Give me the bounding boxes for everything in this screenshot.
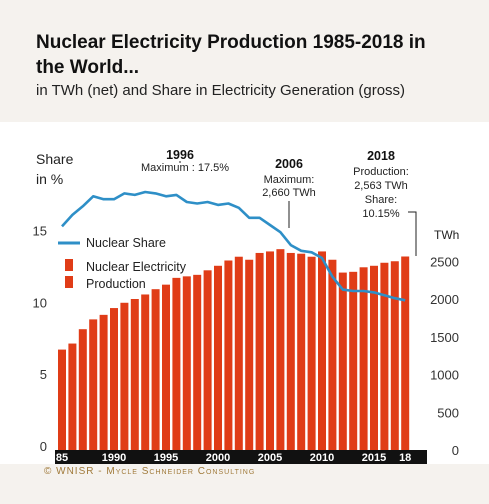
production-bar-1989	[99, 314, 108, 450]
production-bar-1988	[89, 319, 98, 450]
production-bar-1993	[141, 294, 150, 450]
x-axis-band	[55, 450, 427, 464]
x-tick-label-1995: 1995	[154, 452, 178, 464]
annotation-2018-line4: 10.15%	[362, 208, 400, 220]
production-bar-2002	[234, 256, 243, 450]
production-bar-1995	[162, 284, 170, 450]
x-tick-label-1990: 1990	[102, 452, 126, 464]
production-bar-2011	[328, 259, 337, 450]
production-bar-2001	[224, 260, 233, 450]
y-right-axis-label: TWh	[434, 228, 459, 242]
y-right-tick-1500: 1500	[430, 330, 459, 345]
x-tick-label-18: 18	[399, 452, 411, 464]
y-right-tick-2000: 2000	[430, 292, 459, 307]
production-bar-1999	[203, 270, 212, 450]
production-bar-2004	[255, 252, 264, 450]
production-bar-2016	[380, 262, 389, 450]
production-bar-2003	[245, 259, 254, 450]
y-right-tick-1000: 1000	[430, 368, 459, 383]
annotation-2018-line1: Production:	[353, 166, 409, 178]
chart-subtitle: in TWh (net) and Share in Electricity Ge…	[36, 82, 406, 99]
production-bar-2017	[390, 261, 399, 450]
y-right-tick-0: 0	[452, 443, 459, 458]
y-left-tick-0: 0	[40, 439, 47, 454]
y-right-tick-2500: 2500	[430, 254, 459, 269]
production-bar-1992	[130, 299, 139, 450]
production-bar-1998	[193, 274, 202, 450]
legend-bar-swatch	[65, 259, 73, 271]
share-line	[61, 190, 406, 302]
x-tick-label-2010: 2010	[310, 452, 334, 464]
production-bar-1996	[172, 277, 181, 450]
production-bar-2009	[307, 256, 316, 450]
production-bar-1994	[151, 289, 160, 450]
production-bar-2007	[286, 252, 295, 450]
production-bar-1997	[182, 276, 191, 450]
production-bar-1986	[68, 343, 77, 450]
y-left-tick-5: 5	[40, 367, 47, 382]
production-bar-2013	[349, 271, 358, 450]
legend-production-label: Nuclear Electricity	[86, 260, 187, 274]
annotation-2018-leader	[408, 211, 417, 256]
annotation-2006-line2: 2,660 TWh	[262, 187, 316, 199]
annotation-2006-line1: Maximum:	[264, 174, 315, 186]
production-bar-1985	[58, 349, 66, 450]
y-left-tick-15: 15	[33, 224, 47, 239]
y-left-axis-label: Share	[36, 151, 74, 167]
production-bar-2012	[338, 272, 347, 450]
legend-production-label-2: Production	[86, 277, 146, 291]
production-bar-2010	[318, 251, 326, 450]
production-bar-1990	[110, 308, 118, 450]
production-bar-1991	[120, 302, 129, 450]
y-left-tick-10: 10	[33, 295, 47, 310]
annotation-2006-year: 2006	[275, 157, 303, 171]
production-bar-2006	[276, 249, 285, 450]
annotation-1996-year: 1996	[166, 148, 194, 162]
annotation-1996-text: Maximum : 17.5%	[141, 162, 229, 174]
annotation-2018-line2: 2,563 TWh	[354, 180, 408, 192]
production-bar-2008	[297, 253, 306, 450]
x-tick-label-2000: 2000	[206, 452, 230, 464]
chart-title: Nuclear Electricity Production 1985-2018…	[36, 32, 426, 78]
production-bar-2015	[370, 265, 378, 450]
y-right-tick-500: 500	[437, 405, 459, 420]
production-bar-2000	[214, 265, 222, 450]
annotation-2018-year: 2018	[367, 149, 395, 163]
production-bar-2014	[359, 267, 368, 450]
production-bar-1987	[78, 329, 87, 450]
legend-bar-swatch-2	[65, 276, 73, 288]
copyright-footer: © WNISR - Mycle Schneider Consulting	[44, 466, 256, 477]
annotation-2018-line3: Share:	[365, 194, 397, 206]
y-left-axis-label-unit: in %	[36, 171, 63, 187]
x-tick-label-85: 85	[56, 452, 68, 464]
x-tick-label-2005: 2005	[258, 452, 282, 464]
production-bar-2018	[401, 256, 410, 450]
legend-share-label: Nuclear Share	[86, 236, 166, 250]
production-bar-2005	[266, 251, 274, 450]
x-tick-label-2015: 2015	[362, 452, 386, 464]
